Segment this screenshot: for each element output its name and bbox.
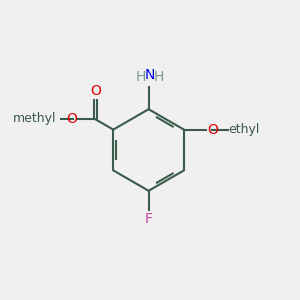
Text: ethyl: ethyl — [229, 123, 260, 136]
Text: H: H — [135, 70, 146, 84]
Text: methyl: methyl — [12, 112, 56, 125]
Text: H: H — [154, 70, 164, 84]
Text: N: N — [145, 68, 155, 83]
Text: O: O — [67, 112, 77, 126]
Text: O: O — [90, 84, 101, 98]
Text: F: F — [145, 212, 153, 226]
Text: O: O — [207, 123, 218, 136]
